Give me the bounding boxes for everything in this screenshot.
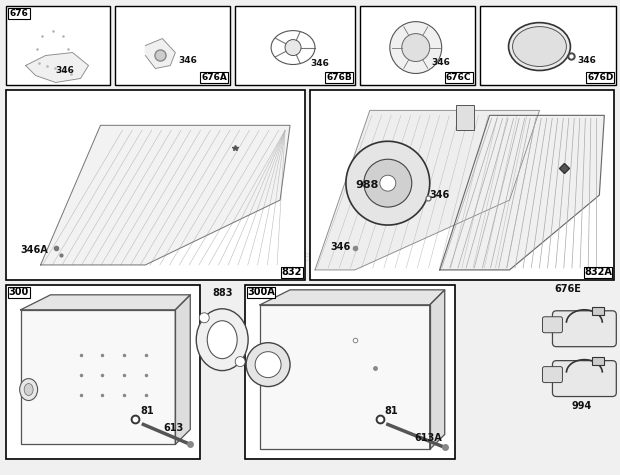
Ellipse shape bbox=[513, 27, 567, 66]
Circle shape bbox=[364, 159, 412, 207]
FancyBboxPatch shape bbox=[552, 361, 616, 397]
Circle shape bbox=[380, 175, 396, 191]
Text: 676A: 676A bbox=[202, 74, 227, 83]
Bar bbox=[7, 287, 30, 298]
Text: 988: 988 bbox=[355, 180, 378, 190]
Text: 676E: 676E bbox=[554, 284, 582, 294]
Bar bbox=[7, 8, 30, 19]
Polygon shape bbox=[25, 53, 89, 83]
Text: 676: 676 bbox=[9, 9, 29, 18]
Bar bbox=[281, 267, 303, 278]
Bar bbox=[445, 73, 472, 84]
Bar bbox=[115, 6, 230, 86]
Bar bbox=[325, 73, 353, 84]
Text: 676C: 676C bbox=[446, 74, 471, 83]
Text: 300: 300 bbox=[9, 287, 29, 297]
Text: 676B: 676B bbox=[326, 74, 352, 83]
Circle shape bbox=[285, 39, 301, 56]
Text: 346: 346 bbox=[310, 58, 329, 67]
FancyBboxPatch shape bbox=[542, 367, 562, 382]
Circle shape bbox=[402, 34, 430, 62]
Text: 346: 346 bbox=[577, 56, 596, 65]
Bar bbox=[247, 287, 275, 298]
Ellipse shape bbox=[24, 384, 33, 396]
Text: eReplacementParts.com: eReplacementParts.com bbox=[225, 250, 395, 265]
Text: 346A: 346A bbox=[20, 245, 48, 255]
Text: 832A: 832A bbox=[585, 267, 613, 277]
Polygon shape bbox=[175, 295, 190, 445]
Bar bbox=[585, 267, 613, 278]
Text: 676D: 676D bbox=[587, 74, 614, 83]
Text: 346: 346 bbox=[179, 56, 197, 65]
Polygon shape bbox=[440, 115, 604, 270]
Polygon shape bbox=[145, 38, 175, 68]
Bar bbox=[6, 90, 305, 280]
Polygon shape bbox=[20, 310, 175, 445]
Ellipse shape bbox=[197, 309, 248, 370]
Text: 346: 346 bbox=[56, 66, 74, 76]
Bar bbox=[235, 6, 355, 86]
Bar bbox=[245, 285, 454, 459]
Text: 81: 81 bbox=[385, 407, 399, 417]
Bar bbox=[360, 6, 475, 86]
Circle shape bbox=[255, 352, 281, 378]
Text: 346: 346 bbox=[430, 190, 450, 200]
Text: 346: 346 bbox=[432, 57, 451, 67]
Bar bbox=[310, 90, 614, 280]
Bar bbox=[6, 285, 200, 459]
Polygon shape bbox=[40, 125, 290, 265]
Polygon shape bbox=[20, 295, 190, 310]
Polygon shape bbox=[315, 110, 539, 270]
Circle shape bbox=[246, 342, 290, 387]
Text: 613: 613 bbox=[163, 423, 184, 433]
FancyBboxPatch shape bbox=[542, 317, 562, 332]
Polygon shape bbox=[260, 290, 445, 305]
Ellipse shape bbox=[207, 321, 237, 359]
Bar bbox=[456, 105, 474, 130]
Bar bbox=[587, 73, 614, 84]
Circle shape bbox=[235, 357, 245, 367]
Circle shape bbox=[390, 22, 441, 74]
Circle shape bbox=[346, 141, 430, 225]
Text: 883: 883 bbox=[212, 288, 232, 298]
Text: 81: 81 bbox=[140, 407, 154, 417]
Bar bbox=[480, 6, 616, 86]
Polygon shape bbox=[430, 290, 445, 449]
Bar bbox=[6, 6, 110, 86]
Text: 832: 832 bbox=[281, 267, 302, 277]
Text: 613A: 613A bbox=[415, 433, 443, 443]
Text: 994: 994 bbox=[572, 401, 591, 411]
Ellipse shape bbox=[20, 379, 38, 400]
Circle shape bbox=[199, 313, 209, 323]
Ellipse shape bbox=[508, 23, 570, 70]
Polygon shape bbox=[260, 305, 430, 449]
Bar bbox=[592, 307, 604, 315]
Text: 300A: 300A bbox=[247, 287, 275, 297]
Bar bbox=[200, 73, 228, 84]
Bar bbox=[592, 357, 604, 365]
FancyBboxPatch shape bbox=[552, 311, 616, 347]
Text: 346: 346 bbox=[330, 242, 350, 252]
